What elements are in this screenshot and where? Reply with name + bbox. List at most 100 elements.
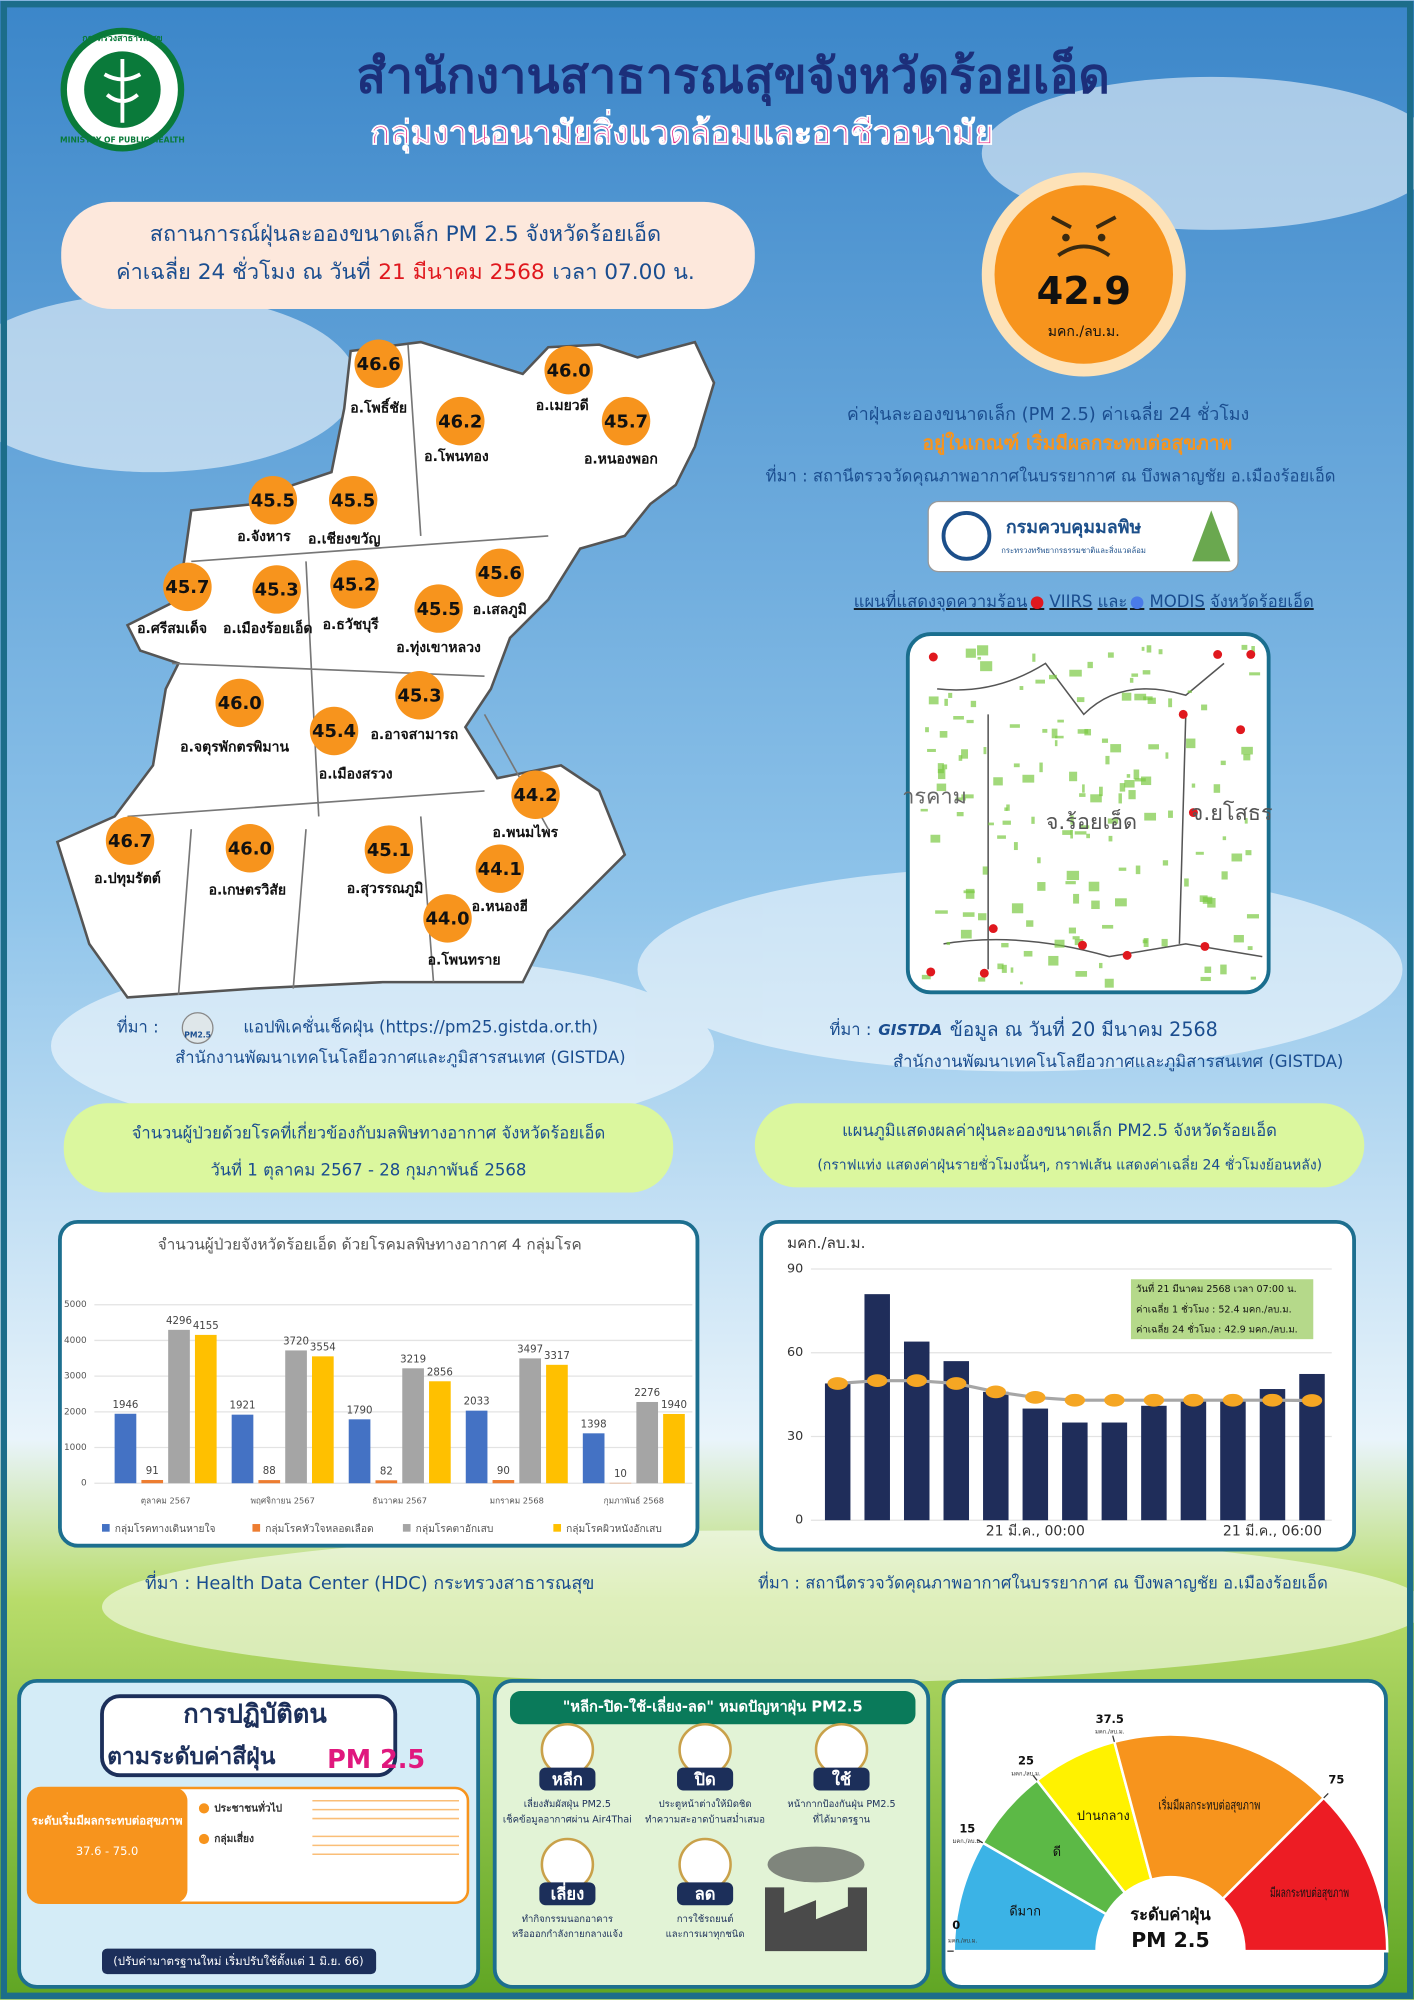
district-value: 45.6 xyxy=(478,563,522,584)
vegetation xyxy=(1220,964,1227,975)
source-label: ที่มา : xyxy=(829,1018,871,1039)
district-marker xyxy=(436,396,485,446)
legend-swatch xyxy=(252,1524,261,1532)
vegetation xyxy=(970,700,977,708)
vegetation xyxy=(1202,896,1213,904)
vegetation xyxy=(1104,978,1114,988)
hotspot xyxy=(926,967,936,977)
bar xyxy=(636,1401,659,1484)
y-tick-label: 30 xyxy=(787,1429,803,1444)
bar xyxy=(285,1350,307,1484)
source: ที่มา : สถานีตรวจวัดคุณภาพอากาศในบรรยากา… xyxy=(766,465,1336,487)
vegetation xyxy=(1220,760,1226,766)
district-value: 45.5 xyxy=(331,490,375,511)
vegetation xyxy=(1074,831,1087,835)
gauge-level: ปานกลาง xyxy=(1077,1809,1130,1824)
vegetation xyxy=(978,913,987,921)
district-value: 44.2 xyxy=(513,785,557,806)
district-marker xyxy=(105,816,155,865)
source: ที่มา : สถานีตรวจวัดคุณภาพอากาศในบรรยากา… xyxy=(758,1571,1328,1593)
bar xyxy=(546,1364,568,1484)
hotspot-title-part: VIIRS xyxy=(1049,592,1092,611)
note: (ปรับค่ามาตรฐานใหม่ เริ่มปรับใช้ตั้งแต่ … xyxy=(113,1953,363,1968)
district-name: อ.จตุรพักตรพิมาน xyxy=(180,740,289,756)
bar xyxy=(1259,1389,1286,1521)
tip-word-box xyxy=(539,1767,596,1791)
vegetation xyxy=(965,648,976,658)
data-label: 91 xyxy=(146,1466,159,1477)
data-label: 3317 xyxy=(544,1351,570,1362)
data-label: 90 xyxy=(497,1466,510,1477)
bar xyxy=(311,1356,334,1484)
agency-sub: กระทรวงทรัพยากรธรรมชาติและสิ่งแวดล้อม xyxy=(1001,545,1146,555)
bar xyxy=(348,1419,371,1484)
vegetation xyxy=(935,910,948,914)
district-borders xyxy=(127,344,549,995)
hotspot xyxy=(1188,808,1198,818)
group-dot xyxy=(198,1833,210,1845)
gauge-tick xyxy=(1032,1774,1038,1781)
agency-logo-box xyxy=(927,500,1239,573)
tip-line: หรือออกกำลังกายกลางแจ้ง xyxy=(512,1929,623,1940)
vegetation xyxy=(1074,939,1084,946)
vegetation xyxy=(948,692,953,698)
vegetation xyxy=(942,764,948,770)
vegetation xyxy=(977,656,981,660)
vegetation xyxy=(1087,661,1093,669)
gauge-segment xyxy=(1112,1733,1326,1901)
annotation: วันที่ 21 มีนาคม 2568 เวลา 07:00 น. xyxy=(1136,1282,1297,1295)
district-name: อ.สุวรรณภูมิ xyxy=(347,881,424,897)
title: สำนักงานสาธารณสุขจังหวัดร้อยเอ็ด xyxy=(356,45,1110,106)
data-label: 4296 xyxy=(166,1316,192,1327)
gauge-level: ดีมาก xyxy=(1009,1905,1041,1920)
tip-line: การใช้รถยนต์ xyxy=(677,1913,734,1925)
tip-line: หน้ากากป้องกันฝุ่น PM2.5 xyxy=(787,1799,895,1810)
tip-word: ปิด xyxy=(693,1770,715,1789)
district-marker xyxy=(544,345,593,395)
vegetation xyxy=(961,794,974,799)
vegetation xyxy=(1107,652,1114,658)
vegetation xyxy=(1131,673,1139,677)
vegetation xyxy=(1091,900,1100,910)
line-marker xyxy=(1104,1393,1125,1407)
line-marker xyxy=(1262,1393,1283,1407)
x-tick-label: ตุลาคม 2567 xyxy=(141,1496,191,1507)
vegetation xyxy=(1233,934,1244,943)
vegetation xyxy=(1246,914,1259,919)
vegetation xyxy=(927,748,936,752)
data-label: 2033 xyxy=(464,1397,490,1408)
district-name: อ.หนองฮี xyxy=(472,899,528,915)
practice-title: การปฏิบัติตน xyxy=(183,1699,327,1729)
vegetation xyxy=(1013,842,1018,851)
line-marker xyxy=(1025,1391,1046,1404)
vegetation xyxy=(1107,818,1119,824)
vegetation xyxy=(1118,867,1127,871)
gauge-segment xyxy=(1220,1796,1389,1953)
source: แอปพิเคชั่นเช็คฝุ่น (https://pm25.gistda… xyxy=(243,1016,598,1038)
vegetation xyxy=(1168,698,1173,708)
bar xyxy=(983,1391,1009,1521)
district-marker xyxy=(395,671,444,720)
vegetation xyxy=(978,977,986,982)
vegetation xyxy=(1128,790,1136,800)
vegetation xyxy=(958,755,963,761)
section-heading: จำนวนผู้ป่วยด้วยโรคที่เกี่ยวข้องกับมลพิษ… xyxy=(132,1121,606,1143)
district-name: อ.โพนทราย xyxy=(428,950,501,968)
district-name: อ.หนองพอก xyxy=(584,451,658,467)
y-axis-label: มคก./ลบ.ม. xyxy=(787,1234,866,1252)
agency-emblem xyxy=(941,511,992,561)
level-label: ระดับเริ่มมีผลกระทบต่อสุขภาพ xyxy=(32,1812,183,1829)
vegetation xyxy=(1055,735,1064,739)
hotspot-title-part: จังหวัดร้อยเอ็ด xyxy=(1210,591,1314,611)
vegetation xyxy=(997,963,1004,970)
vegetation xyxy=(1088,881,1100,892)
logo-text: MINISTRY OF PUBLIC HEALTH xyxy=(60,136,185,145)
tip-line: ประตูหน้าต่างให้มิดชิด xyxy=(659,1798,752,1810)
district-marker xyxy=(423,894,472,943)
vegetation xyxy=(1020,981,1023,985)
district-marker xyxy=(163,562,212,612)
district-name: อ.อาจสามารถ xyxy=(370,727,458,743)
vegetation xyxy=(1133,769,1140,780)
district-value: 45.2 xyxy=(332,575,376,596)
vegetation xyxy=(937,763,944,774)
